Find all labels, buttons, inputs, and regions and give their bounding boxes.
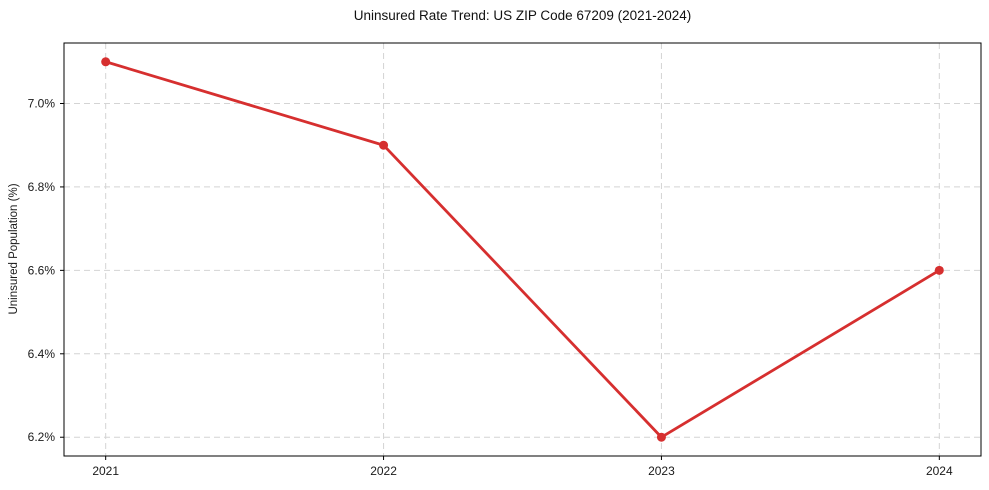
y-tick-label: 6.4% — [28, 347, 56, 361]
x-tick-label: 2024 — [926, 464, 953, 478]
y-tick-label: 7.0% — [28, 96, 56, 110]
data-point-marker — [656, 432, 666, 442]
y-tick-label: 6.2% — [28, 430, 56, 444]
plot-border — [63, 42, 982, 457]
trend-line — [104, 60, 941, 439]
chart-title: Uninsured Rate Trend: US ZIP Code 67209 … — [353, 8, 692, 23]
x-tick-label: 2022 — [370, 464, 397, 478]
x-tick-label: 2023 — [648, 464, 675, 478]
data-point-marker — [379, 140, 389, 150]
y-tick-label: 6.8% — [28, 180, 56, 194]
y-tick-label: 6.6% — [28, 263, 56, 277]
data-point-marker — [101, 57, 111, 67]
data-point-marker — [934, 265, 944, 275]
x-tick-label: 2021 — [92, 464, 119, 478]
